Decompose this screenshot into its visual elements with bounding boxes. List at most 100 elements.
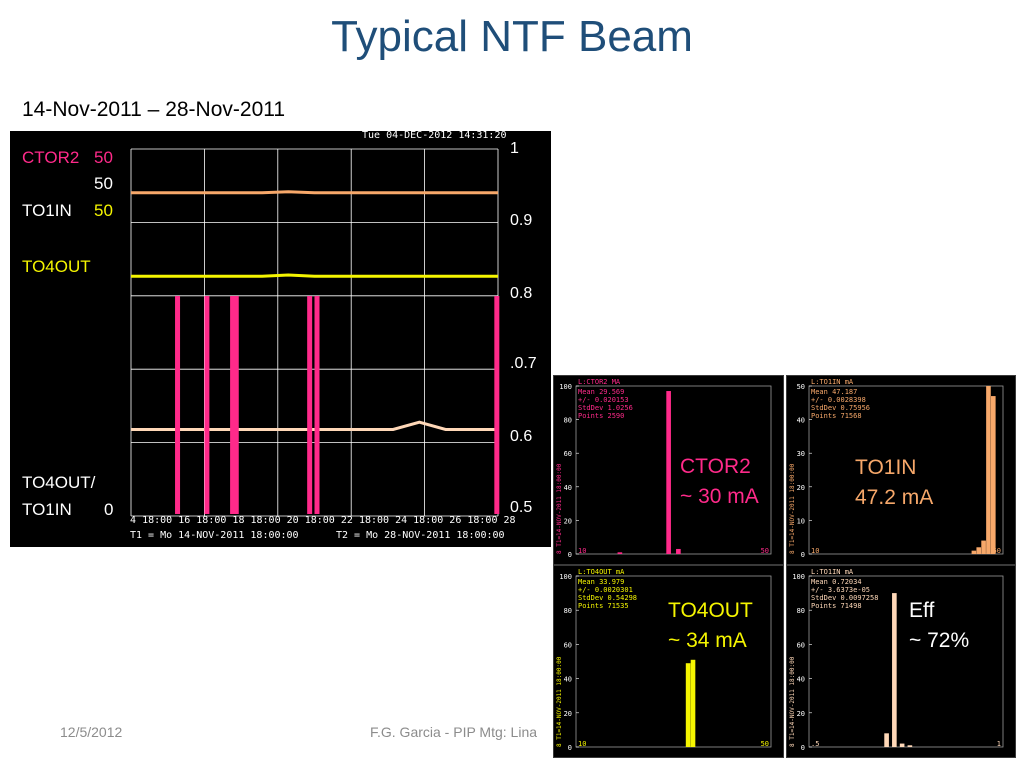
x-tick: 16 — [178, 515, 191, 526]
y-tick-label: 100 — [792, 573, 805, 581]
histogram-stat: Mean 29.569 — [578, 388, 624, 396]
y-tick-label: 20 — [564, 517, 572, 525]
histogram-value: ~ 34 mA — [668, 629, 747, 652]
histogram-bar — [971, 550, 977, 554]
side-label: 8 T1=14-NOV-2011 18:00:00 — [789, 656, 796, 747]
y-tick-label: 30 — [797, 450, 805, 458]
histogram-header: L:CTOR2 MA — [578, 378, 621, 386]
ctor2-max: 50 — [94, 148, 113, 167]
plot-frame — [575, 575, 772, 748]
side-label: 8 T1=14-NOV-2011 18:00:00 — [556, 463, 563, 554]
histogram-value: ~ 72% — [909, 629, 970, 652]
y-tick-label: 10 — [797, 517, 805, 525]
histogram-bar — [666, 391, 671, 554]
x-tick-label: 10 — [811, 547, 819, 555]
x-tick: 18:00 — [304, 515, 335, 526]
side-label: 8 T1=14-NOV-2011 18:00:00 — [789, 463, 796, 554]
date-range: 14-Nov-2011 – 28-Nov-2011 — [22, 98, 286, 121]
y-tick-label: 0 — [568, 744, 572, 752]
histogram-to4out: L:TO4OUT mA Mean 33.979+/- 0.0020301StdDe… — [556, 568, 772, 752]
plot-frame — [575, 385, 772, 555]
x-tick-label: .5 — [811, 740, 819, 748]
y-tick-label: 40 — [564, 676, 572, 684]
footer-date: 12/5/2012 — [60, 724, 123, 740]
x-tick: 20 — [286, 515, 299, 526]
histogram-panel-eff: L:TO1IN mA Mean 0.72034 +/- 3.6373e-05 StdD… — [786, 565, 1016, 758]
ctor2-spike — [175, 296, 181, 514]
histogram-stat: StdDev 1.0256 — [578, 404, 633, 412]
ratio-label: TO4OUT/ — [22, 473, 96, 492]
y-tick-label: 60 — [564, 641, 572, 649]
histogram-stat: Mean 47.187 — [811, 388, 857, 396]
ctor2-spike — [230, 296, 236, 514]
histogram-bar — [899, 743, 905, 747]
histogram-stat: Mean 0.72034 — [811, 578, 862, 586]
y-tick-label: 0 — [801, 551, 805, 559]
histogram-bar — [884, 733, 889, 747]
x-tick: 18:00 — [467, 515, 498, 526]
x-tick: 18 — [232, 515, 245, 526]
y-tick-label: 20 — [564, 710, 572, 718]
t2-label: T2 = Mo 28-NOV-2011 18:00:00 — [336, 530, 505, 541]
histogram-title: TO1IN — [855, 456, 917, 479]
timestamp: Tue 04-DEC-2012 14:31:20 — [362, 130, 507, 141]
histogram-stat: StdDev 0.54298 — [578, 594, 637, 602]
histogram-stat: Points 71535 — [578, 602, 629, 610]
x-tick: 18:00 — [413, 515, 444, 526]
y-tick-label: 60 — [564, 450, 572, 458]
footer-author: F.G. Garcia - PIP Mtg: Lina — [370, 724, 538, 740]
histogram-value: 47.2 mA — [855, 486, 934, 509]
to1in-label: TO1IN — [22, 201, 72, 220]
y-tick-label: 40 — [564, 484, 572, 492]
y-tick-label: 80 — [564, 607, 572, 615]
main-timeseries-plot — [130, 148, 500, 517]
histogram-stat: Points 71568 — [811, 412, 862, 420]
histogram-panel-ctor2: L:CTOR2 MA Mean 29.569 +/- 0.020153 StdDev … — [553, 375, 784, 565]
histogram-bar — [981, 540, 986, 554]
histogram-header: L:TO1IN mA — [811, 378, 854, 386]
x-tick: 18:00 — [358, 515, 390, 526]
right-tick: .0.7 — [510, 355, 537, 372]
y-tick-label: 80 — [564, 417, 572, 425]
y-tick-label: 80 — [797, 607, 805, 615]
histogram-stat: +/- 0.020153 — [578, 396, 629, 404]
histogram-bar — [976, 547, 982, 554]
y-tick-label: 100 — [559, 383, 572, 391]
histogram-header: L:TO1IN mA — [811, 568, 854, 576]
histogram-bar — [907, 745, 913, 747]
x-tick: 18:00 — [196, 515, 227, 526]
histogram-panel-to4out: L:TO4OUT mA Mean 33.979 +/- 0.0020301 StdDe… — [553, 565, 784, 758]
histogram-stat: +/- 0.0020301 — [578, 586, 633, 594]
histogram-title: TO4OUT — [668, 599, 753, 622]
y-tick-label: 60 — [797, 641, 805, 649]
histogram-to1in: L:TO1IN mA Mean 47.187+/- 0.0028398StdDev… — [789, 378, 1004, 559]
right-tick: 0.9 — [510, 212, 533, 229]
x-tick-labels: 4 18:00 16 18:00 18 18:00 20 18:00 22 18… — [130, 515, 516, 526]
plot-frame — [808, 385, 1004, 555]
ctor2-spike — [233, 296, 239, 514]
histogram-stat: Points 2590 — [578, 412, 624, 420]
histogram-stat: StdDev 0.0097258 — [811, 594, 878, 602]
histogram-stat: Points 71498 — [811, 602, 862, 610]
x-tick-label: 50 — [761, 740, 769, 748]
plot-frame — [808, 575, 1004, 748]
y-tick-label: 0 — [801, 744, 805, 752]
main-timeseries-panel: Tue 04-DEC-2012 14:31:20 CTOR2 50 50 TO1… — [10, 130, 551, 547]
ratio-label-2: TO1IN — [22, 500, 72, 519]
y-tick-label: 100 — [559, 573, 572, 581]
ctor2-spike — [307, 296, 313, 514]
histogram-header: L:TO4OUT mA — [578, 568, 625, 576]
histogram-bar — [690, 659, 696, 747]
right-tick: 0.8 — [510, 285, 533, 302]
x-tick: 26 — [449, 515, 462, 526]
ctor2-spike — [494, 296, 500, 514]
to1in-max: 50 — [94, 201, 113, 220]
x-tick-label: 10 — [578, 740, 586, 748]
right-tick: 0.5 — [510, 499, 533, 516]
histogram-panel-to1in: L:TO1IN mA Mean 47.187 +/- 0.0028398 StdDev… — [786, 375, 1016, 565]
to4out-label: TO4OUT — [22, 257, 91, 276]
series-line-to4out — [131, 273, 498, 278]
x-tick: 18:00 — [250, 515, 281, 526]
x-tick: 22 — [340, 515, 353, 526]
y-tick-label: 0 — [568, 551, 572, 559]
